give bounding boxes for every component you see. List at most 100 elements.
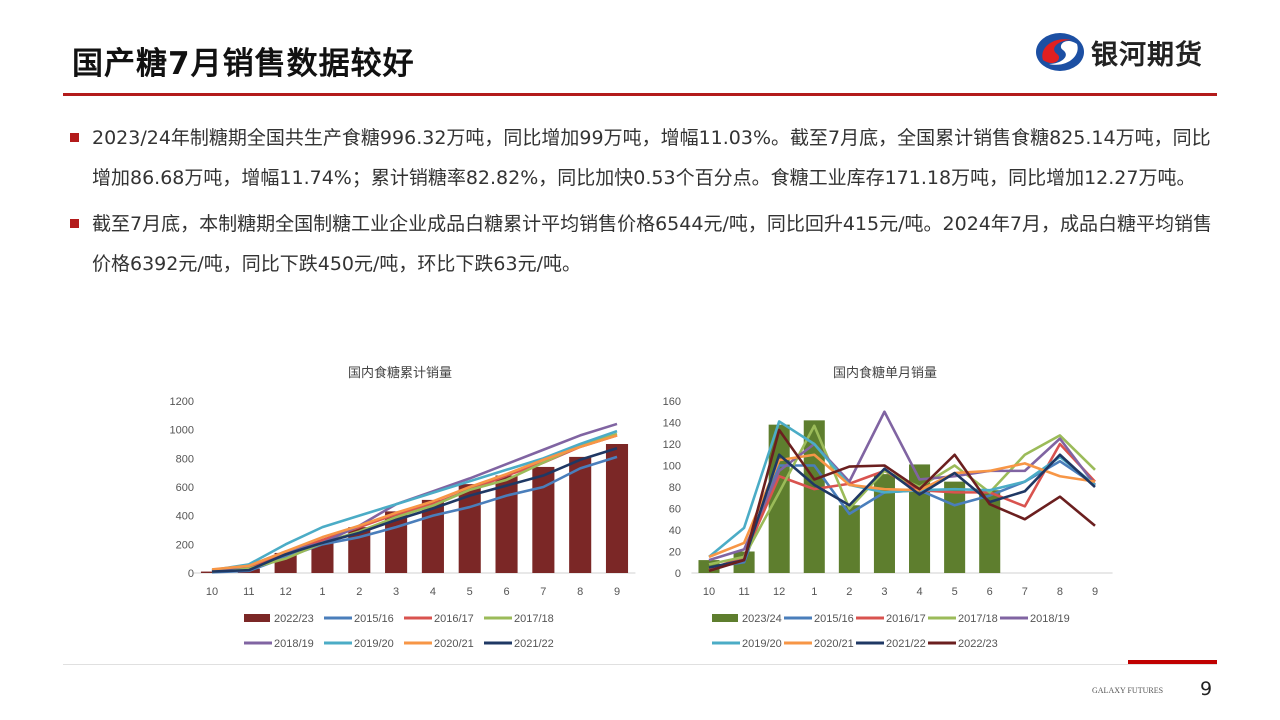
footer-divider [63,664,1217,665]
y-tick-label: 160 [663,396,681,408]
y-tick-label: 600 [176,482,194,494]
bullet-square-icon [70,219,79,228]
x-tick-label: 11 [738,586,749,598]
cumulative-sales-chart: 国内食糖累计销量 0 200 400 600 800 1000 1200 10 11 12 1 2 3 4 5… [150,355,650,660]
logo-text: 银河期货 [1091,39,1203,71]
bullet-text: 截至7月底，本制糖期全国制糖工业企业成品白糖累计平均销售价格6544元/吨，同比… [92,213,1212,275]
x-tick-label: 4 [916,586,922,598]
galaxy-logo-icon [1036,33,1084,71]
y-tick-label: 1000 [170,425,194,437]
bar-2022/23 [385,511,408,573]
bar-2022/23 [569,456,592,573]
bullet-square-icon [70,133,79,142]
x-tick-label: 10 [703,586,715,598]
line-2017/18 [708,424,1096,566]
legend-label: 2015/16 [814,613,854,625]
bar-2023/24 [838,505,860,573]
x-tick-label: 8 [577,586,583,598]
line-2019/20 [708,420,1096,558]
legend-label: 2018/19 [274,638,314,650]
footer-brand: GALAXY FUTURES [1092,686,1164,695]
bar-2023/24 [979,490,1001,573]
x-tick-label: 6 [987,586,993,598]
line-2020/21 [211,434,618,571]
y-tick-label: 60 [669,504,681,516]
legend-label: 2020/21 [814,638,854,650]
bar-2022/23 [495,475,518,573]
legend-label: 2021/22 [886,638,926,650]
x-tick-label: 4 [430,586,436,598]
bullet-production-sales: 2023/24年制糖期全国共生产食糖996.32万吨，同比增加99万吨，增幅11… [70,118,1220,198]
line-2022/23 [708,428,1096,573]
x-tick-label: 8 [1057,586,1063,598]
page-number: 9 [1200,678,1213,700]
bullet-text: 2023/24年制糖期全国共生产食糖996.32万吨，同比增加99万吨，增幅11… [92,127,1211,189]
x-tick-label: 2 [846,586,852,598]
legend-swatch [244,614,270,622]
bullet-list: 2023/24年制糖期全国共生产食糖996.32万吨，同比增加99万吨，增幅11… [70,118,1220,290]
y-tick-label: 200 [176,539,194,551]
chart-title: 国内食糖累计销量 [348,365,452,380]
legend-label: 2017/18 [514,613,554,625]
legend-swatch [712,614,738,622]
y-tick-label: 120 [663,439,681,451]
x-tick-label: 9 [614,586,620,598]
y-tick-label: 800 [176,453,194,465]
legend-label: 2016/17 [886,613,926,625]
legend-label: 2016/17 [434,613,474,625]
legend-label: 2019/20 [742,638,782,650]
x-tick-label: 5 [467,586,473,598]
header-divider [63,93,1217,96]
bar-2022/23 [532,466,555,573]
monthly-sales-chart: 国内食糖单月销量 0 20 40 60 80 100 120 140 160 10 11 12 1 2 3 4 5… [655,355,1115,660]
legend-label: 2015/16 [354,613,394,625]
x-tick-label: 2 [356,586,362,598]
line-2021/22 [211,447,618,573]
line-2016/17 [708,442,1096,571]
legend-label: 2017/18 [958,613,998,625]
y-tick-label: 0 [188,568,194,580]
bar-2023/24 [768,424,790,573]
x-tick-label: 6 [503,586,509,598]
x-tick-label: 5 [952,586,958,598]
x-tick-label: 11 [243,586,254,598]
y-tick-label: 400 [176,511,194,523]
x-tick-label: 1 [811,586,817,598]
legend-label: 2018/19 [1030,613,1070,625]
y-tick-label: 0 [675,568,681,580]
x-tick-label: 1 [319,586,325,598]
line-2017/18 [211,432,618,573]
legend-label: 2023/24 [742,613,782,625]
bar-2023/24 [944,481,966,573]
y-tick-label: 20 [669,547,681,559]
bar-2022/23 [311,542,334,573]
x-tick-label: 9 [1092,586,1098,598]
legend-label: 2020/21 [434,638,474,650]
line-2021/22 [708,453,1096,569]
logo: 银河期货 [1035,30,1203,74]
x-tick-label: 3 [881,586,887,598]
bullet-price: 截至7月底，本制糖期全国制糖工业企业成品白糖累计平均销售价格6544元/吨，同比… [70,204,1220,284]
y-tick-label: 1200 [170,396,194,408]
x-tick-label: 7 [540,586,546,598]
x-tick-label: 10 [206,586,218,598]
chart-title: 国内食糖单月销量 [833,365,937,380]
x-tick-label: 7 [1022,586,1028,598]
x-tick-label: 3 [393,586,399,598]
footer-accent-bar [1128,660,1217,664]
page-title: 国产糖7月销售数据较好 [72,46,415,82]
x-tick-label: 12 [280,586,292,598]
legend-label: 2021/22 [514,638,554,650]
y-tick-label: 100 [663,461,681,473]
y-tick-label: 80 [669,482,681,494]
y-tick-label: 40 [669,525,681,537]
legend-label: 2022/23 [958,638,998,650]
y-tick-label: 140 [663,418,681,430]
bar-2023/24 [873,474,895,573]
bar-2022/23 [605,444,629,573]
legend-label: 2019/20 [354,638,394,650]
line-2019/20 [211,429,618,572]
